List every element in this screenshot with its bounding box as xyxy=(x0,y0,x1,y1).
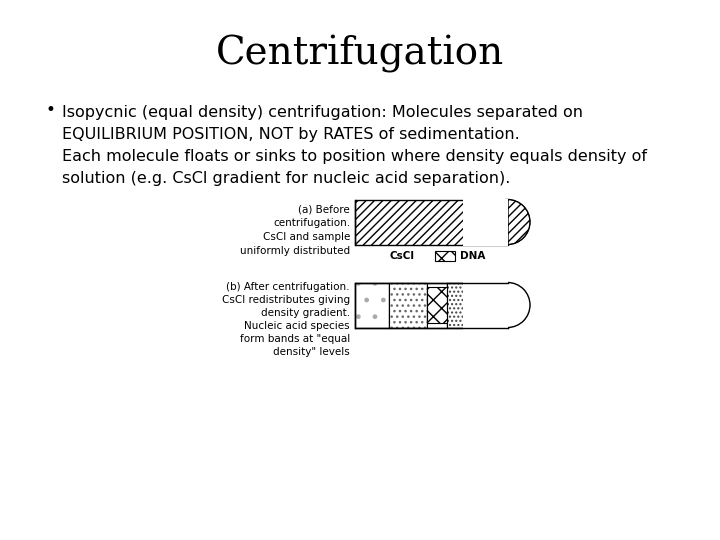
Text: centrifugation.: centrifugation. xyxy=(273,218,350,228)
Text: Each molecule floats or sinks to position where density equals density of: Each molecule floats or sinks to positio… xyxy=(62,149,647,164)
Text: CsCl: CsCl xyxy=(390,251,415,261)
Bar xyxy=(462,199,508,246)
Text: Nucleic acid species: Nucleic acid species xyxy=(244,321,350,331)
Bar xyxy=(355,282,389,327)
Text: Centrifugation: Centrifugation xyxy=(216,35,504,73)
Text: EQUILIBRIUM POSITION, NOT by RATES of sedimentation.: EQUILIBRIUM POSITION, NOT by RATES of se… xyxy=(62,127,520,142)
Bar xyxy=(446,282,508,327)
Ellipse shape xyxy=(485,282,530,327)
Text: DNA: DNA xyxy=(460,251,485,261)
Text: (a) Before: (a) Before xyxy=(298,204,350,214)
Bar xyxy=(355,199,508,245)
Text: uniformly distributed: uniformly distributed xyxy=(240,246,350,256)
Bar xyxy=(427,287,446,323)
Text: solution (e.g. CsCl gradient for nucleic acid separation).: solution (e.g. CsCl gradient for nucleic… xyxy=(62,171,510,186)
Bar xyxy=(427,287,446,323)
Ellipse shape xyxy=(485,199,530,245)
Text: form bands at "equal: form bands at "equal xyxy=(240,334,350,344)
Bar xyxy=(446,282,508,327)
Bar xyxy=(389,282,427,327)
Bar xyxy=(435,251,455,261)
Bar xyxy=(355,199,508,245)
Bar xyxy=(355,282,508,327)
Text: density" levels: density" levels xyxy=(274,347,350,357)
Bar xyxy=(355,251,385,261)
Text: (b) After centrifugation.: (b) After centrifugation. xyxy=(227,282,350,292)
Bar xyxy=(389,282,427,327)
Bar xyxy=(355,282,389,327)
Text: Isopycnic (equal density) centrifugation: Molecules separated on: Isopycnic (equal density) centrifugation… xyxy=(62,105,583,120)
Text: •: • xyxy=(45,101,55,119)
Text: density gradient.: density gradient. xyxy=(261,308,350,318)
Text: CsCl and sample: CsCl and sample xyxy=(263,232,350,242)
Bar xyxy=(462,280,508,329)
Text: CsCl redistributes giving: CsCl redistributes giving xyxy=(222,295,350,305)
